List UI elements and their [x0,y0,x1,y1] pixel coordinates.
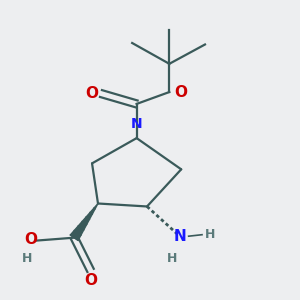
Text: N: N [131,117,142,131]
Text: O: O [85,86,98,101]
Text: H: H [167,252,178,265]
Text: H: H [22,252,32,265]
Text: O: O [24,232,37,247]
Text: O: O [174,85,187,100]
Text: N: N [173,229,186,244]
Text: H: H [205,228,215,241]
Text: O: O [84,273,97,288]
Polygon shape [70,203,98,240]
